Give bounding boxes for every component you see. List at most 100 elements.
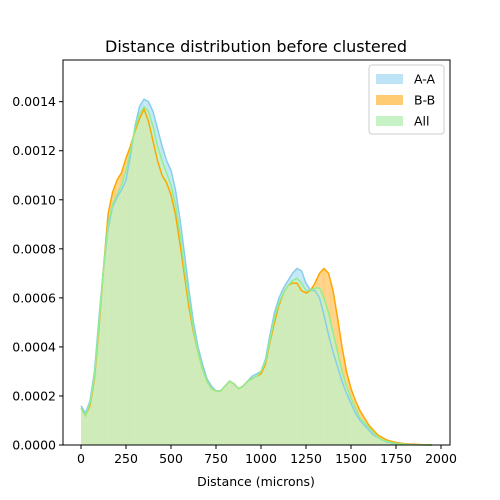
- hist-bar: [194, 336, 196, 445]
- hist-bar: [164, 167, 166, 445]
- hist-bar: [341, 370, 343, 445]
- hist-bar: [300, 282, 302, 445]
- hist-bar: [327, 310, 329, 445]
- hist-bar: [200, 364, 202, 445]
- hist-bar: [311, 289, 313, 445]
- hist-bar: [233, 383, 235, 445]
- hist-bar: [171, 190, 173, 445]
- x-tick-label: 500: [159, 451, 183, 466]
- hist-bar: [199, 360, 201, 445]
- hist-bar: [268, 342, 270, 445]
- x-tick-label: 750: [204, 451, 228, 466]
- hist-bar: [83, 412, 85, 445]
- hist-bar: [141, 109, 143, 445]
- hist-bar: [307, 290, 309, 445]
- hist-bar: [263, 364, 265, 445]
- hist-bar: [214, 390, 216, 445]
- hist-bar: [147, 111, 150, 445]
- hist-bar: [239, 387, 241, 445]
- hist-bar: [218, 391, 220, 445]
- hist-bar: [126, 166, 128, 445]
- hist-bar: [220, 390, 222, 445]
- hist-bar: [291, 281, 293, 445]
- hist-bar: [344, 381, 346, 445]
- hist-bar: [273, 321, 275, 445]
- hist-bar: [249, 379, 251, 445]
- x-axis-ticks: 0 250 500 750 1000 1250 1500 1750 2000: [77, 445, 457, 466]
- hist-bar: [293, 279, 295, 445]
- hist-bar: [362, 421, 364, 445]
- hist-bar: [284, 291, 286, 445]
- hist-bar: [372, 432, 374, 445]
- hist-bar: [276, 309, 278, 445]
- hist-bar: [180, 240, 182, 445]
- hist-bar: [352, 401, 354, 445]
- hist-bar: [246, 382, 248, 445]
- x-tick-label: 1000: [245, 451, 277, 466]
- hist-bar: [265, 358, 267, 445]
- hist-bar: [176, 211, 178, 445]
- hist-bar: [105, 240, 107, 445]
- hist-bar: [143, 106, 145, 445]
- hist-bar: [267, 347, 269, 445]
- hist-bar: [203, 371, 205, 445]
- hist-bar: [158, 151, 160, 445]
- hist-bar: [197, 352, 199, 445]
- hist-bar: [241, 386, 243, 445]
- hist-bar: [313, 288, 315, 445]
- hist-bar: [117, 192, 119, 445]
- hist-bar: [319, 289, 321, 445]
- hist-bar: [96, 350, 98, 445]
- hist-bar: [258, 373, 260, 445]
- hist-bar: [286, 287, 288, 445]
- hist-bar: [363, 422, 366, 445]
- hist-bar: [309, 290, 312, 445]
- hist-bar: [98, 324, 100, 445]
- hist-bar: [347, 391, 349, 445]
- hist-bar: [324, 299, 326, 445]
- hist-bar: [153, 130, 155, 445]
- hist-bar: [104, 250, 106, 445]
- hist-bar: [193, 331, 195, 445]
- y-axis-ticks: 0.0000 0.0002 0.0004 0.0006 0.0008 0.0010 0.00…: [12, 94, 63, 453]
- hist-bar: [320, 291, 322, 445]
- hist-bar: [306, 290, 308, 445]
- hist-bar: [270, 336, 272, 445]
- hist-bar: [340, 365, 342, 445]
- hist-bar: [191, 317, 193, 445]
- hist-bar: [235, 385, 237, 445]
- hist-bar: [205, 377, 207, 445]
- legend: A-A B-B All: [368, 64, 445, 135]
- hist-bar: [349, 396, 351, 445]
- hist-bar: [271, 331, 273, 445]
- hist-bar: [113, 201, 115, 445]
- hist-bar: [315, 288, 317, 445]
- hist-bar: [110, 212, 112, 445]
- hist-bar: [82, 410, 84, 445]
- hist-bar: [245, 383, 247, 445]
- hist-bar: [190, 310, 192, 445]
- hist-bar: [331, 328, 333, 445]
- hist-bar: [204, 374, 206, 445]
- hist-bar: [305, 290, 307, 445]
- hist-bar: [106, 229, 108, 445]
- axes-frame: [62, 59, 451, 446]
- hist-bar: [136, 123, 138, 446]
- hist-bar: [149, 115, 151, 445]
- histogram-bars: [81, 99, 432, 446]
- hist-bar: [274, 316, 276, 445]
- hist-bar: [181, 249, 183, 445]
- hist-bar: [208, 384, 210, 445]
- hist-bar: [225, 384, 227, 445]
- hist-bar: [138, 116, 140, 446]
- hist-bar: [278, 302, 280, 445]
- hist-bar: [137, 119, 139, 445]
- hist-bar: [145, 109, 147, 445]
- hist-bar: [329, 318, 331, 445]
- hist-bar: [287, 285, 289, 445]
- hist-bar: [228, 381, 231, 445]
- hist-bar: [186, 288, 188, 445]
- hist-bar: [298, 280, 300, 445]
- hist-bar: [380, 439, 382, 445]
